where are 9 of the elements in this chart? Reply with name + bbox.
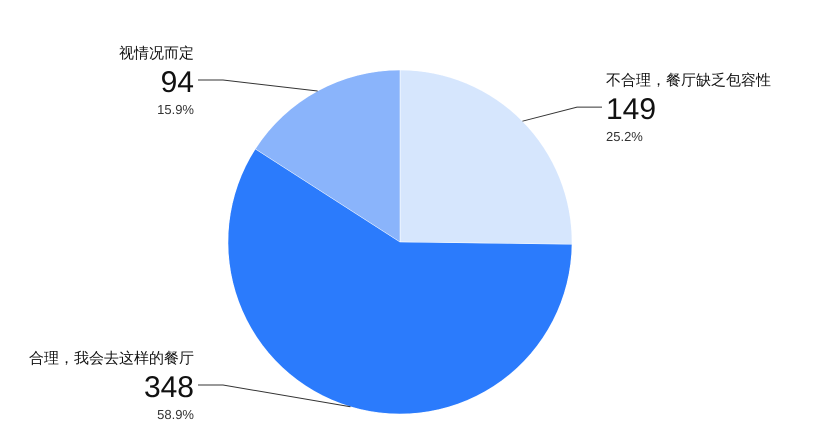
text: 15.9% <box>157 102 194 117</box>
text: 25.2% <box>606 129 644 144</box>
data-label: 348 <box>144 371 194 404</box>
text: 58.9% <box>157 407 194 422</box>
slice-label: 合理，我会去这样的餐厅 <box>29 350 194 367</box>
slice-label: 不合理，餐厅缺乏包容性 <box>606 72 771 90</box>
data-label: 94 <box>160 66 194 99</box>
slice-label: 视情况而定 <box>119 45 194 62</box>
data-label: 149 <box>606 93 656 126</box>
